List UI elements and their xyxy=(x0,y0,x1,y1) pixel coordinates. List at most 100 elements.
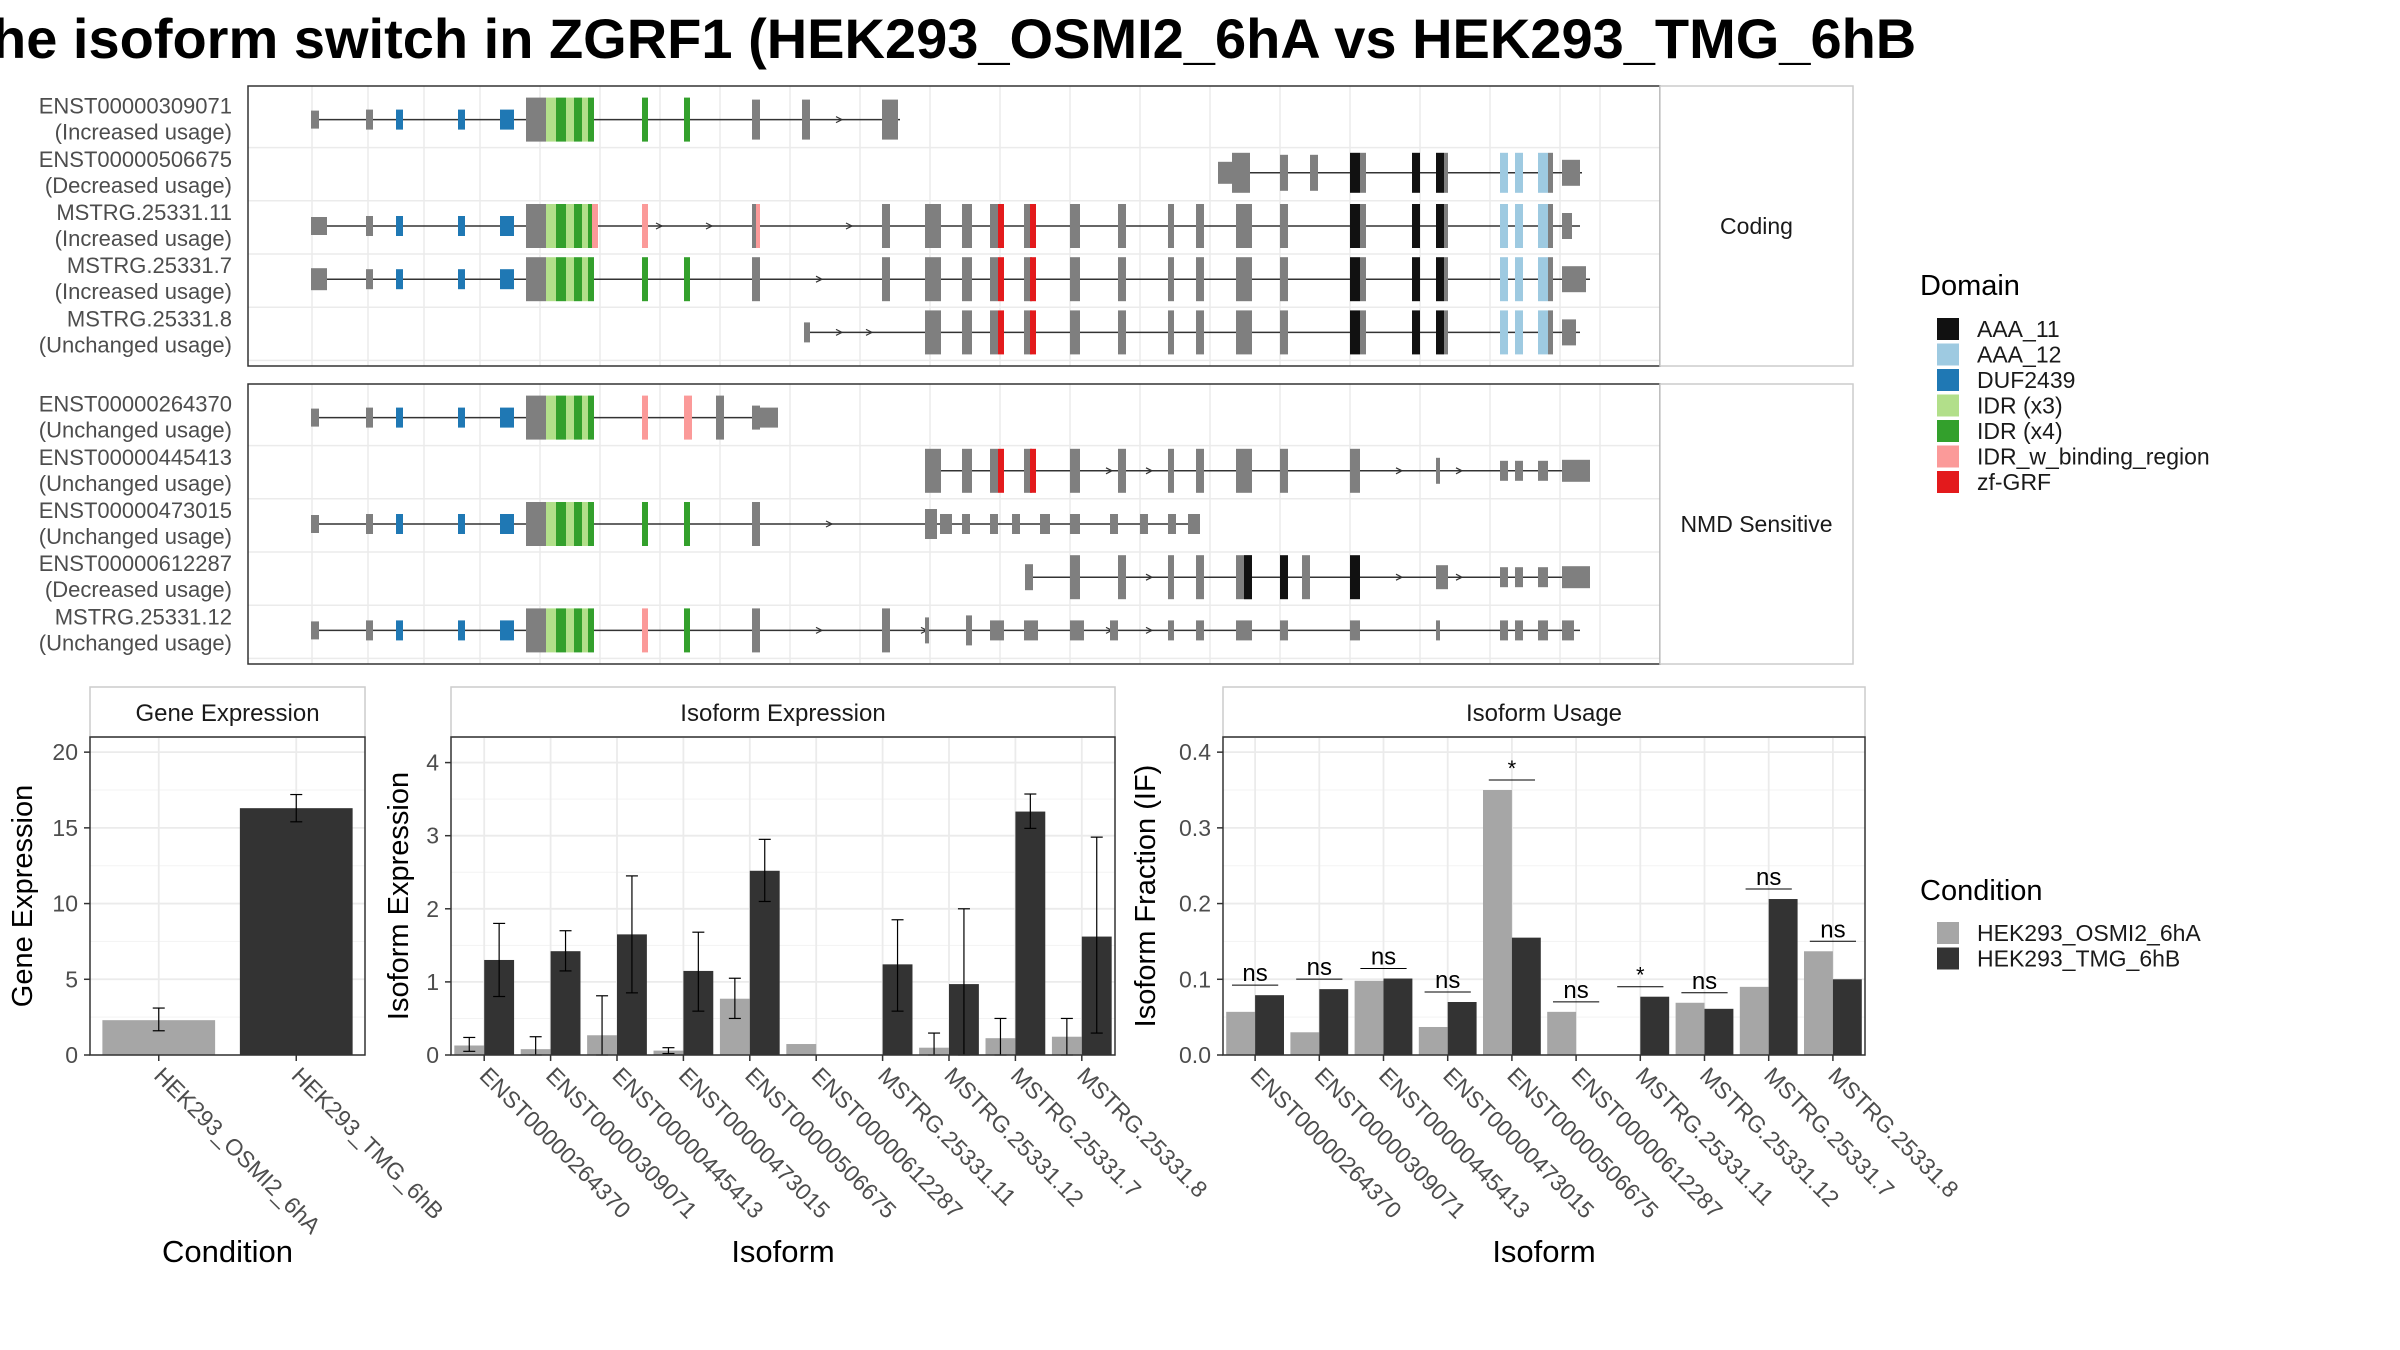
chart-title: Isoform Usage xyxy=(1466,700,1622,727)
exon-block xyxy=(1196,310,1204,355)
exon-block xyxy=(1538,620,1548,641)
legend-domain-label: AAA_12 xyxy=(1977,342,2061,368)
exon-block xyxy=(566,395,574,440)
exon-block xyxy=(1412,204,1420,248)
exon-block xyxy=(574,97,582,142)
exon-block xyxy=(1070,448,1080,493)
exon-block xyxy=(1548,257,1553,302)
exon-block xyxy=(1040,514,1050,534)
transcript-status-label: (Increased usage) xyxy=(55,279,232,304)
chart-title-strip xyxy=(1222,686,1866,738)
transcript-status-label: (Unchanged usage) xyxy=(39,524,232,549)
exon-block xyxy=(574,502,582,546)
legend-swatch xyxy=(1937,445,1959,468)
exon-block xyxy=(1562,159,1580,186)
exon-block xyxy=(882,204,890,248)
transcript-status-label: (Unchanged usage) xyxy=(39,418,232,443)
exon-block xyxy=(1030,310,1036,355)
exon-block xyxy=(500,216,508,236)
significance-label: ns xyxy=(1820,916,1845,943)
y-tick-label: 0 xyxy=(426,1042,439,1068)
transcript-status-label: (Unchanged usage) xyxy=(39,630,232,655)
y-axis-label: Isoform Expression xyxy=(383,772,415,1020)
strand-arrow xyxy=(705,222,714,230)
exon-block xyxy=(396,620,403,641)
exon-block xyxy=(311,217,327,235)
exon-block xyxy=(458,407,465,428)
nmd-strip-label: NMD Sensitive xyxy=(1680,511,1832,537)
exon-block xyxy=(556,204,566,248)
exon-block xyxy=(1280,448,1288,493)
exon-block xyxy=(458,216,465,236)
transcript-id-label: ENST00000612287 xyxy=(39,551,232,576)
exon-block xyxy=(1436,565,1448,590)
bar xyxy=(786,1044,817,1055)
legend-swatch xyxy=(1937,343,1959,366)
exon-block xyxy=(882,257,890,302)
exon-block xyxy=(752,257,760,302)
exon-block xyxy=(752,204,756,248)
legend-domain-label: DUF2439 xyxy=(1977,367,2075,393)
exon-block xyxy=(458,514,465,534)
exon-block xyxy=(500,620,508,641)
exon-block xyxy=(1280,204,1288,248)
exon-block xyxy=(1024,204,1032,248)
panel-border xyxy=(89,736,366,1056)
exon-block xyxy=(582,97,588,142)
exon-block xyxy=(1436,204,1444,248)
exon-block xyxy=(998,448,1004,493)
bar xyxy=(1483,790,1512,1055)
exon-block xyxy=(1500,620,1508,641)
significance-label: ns xyxy=(1435,967,1460,994)
exon-block xyxy=(366,269,373,290)
bar xyxy=(1319,989,1349,1055)
exon-block xyxy=(574,204,582,248)
exon-block xyxy=(1070,257,1080,302)
strand-arrow xyxy=(1455,573,1464,581)
transcript-id-label: ENST00000473015 xyxy=(39,498,232,523)
bar xyxy=(1768,899,1798,1055)
exon-block xyxy=(508,620,514,641)
legend-swatch xyxy=(1937,369,1959,391)
exon-block xyxy=(882,608,890,653)
exon-block xyxy=(1500,204,1508,248)
exon-block xyxy=(556,257,566,302)
exon-block xyxy=(642,395,648,440)
transcript-status-label: (Increased usage) xyxy=(55,120,232,145)
exon-block xyxy=(1500,257,1508,302)
exon-block xyxy=(526,97,546,142)
legend-swatch xyxy=(1937,394,1959,417)
exon-block xyxy=(500,269,508,290)
y-tick-label: 0.2 xyxy=(1179,891,1211,917)
exon-block xyxy=(1030,204,1036,248)
exon-block xyxy=(1562,620,1574,641)
strand-arrow xyxy=(1395,467,1404,475)
exon-block xyxy=(1196,620,1204,641)
significance-label: * xyxy=(1636,963,1645,988)
exon-block xyxy=(1236,204,1252,248)
exon-block xyxy=(1030,448,1036,493)
bar xyxy=(1804,951,1833,1055)
exon-block xyxy=(962,257,972,302)
exon-block xyxy=(962,514,970,534)
exon-block xyxy=(311,408,319,427)
exon-block xyxy=(752,502,760,546)
exon-block xyxy=(588,608,594,653)
exon-block xyxy=(998,257,1004,302)
exon-block xyxy=(1562,266,1586,293)
exon-block xyxy=(1140,514,1148,534)
exon-block xyxy=(508,269,514,290)
exon-block xyxy=(925,617,929,644)
exon-block xyxy=(925,448,941,493)
y-tick-label: 5 xyxy=(65,966,78,992)
legend-domain-label: zf-GRF xyxy=(1977,469,2051,495)
exon-block xyxy=(1118,257,1126,302)
exon-block xyxy=(1168,514,1176,534)
legend-domain-title: Domain xyxy=(1920,270,2020,302)
exon-block xyxy=(1548,152,1553,193)
exon-block xyxy=(940,514,952,534)
exon-block xyxy=(1236,620,1252,641)
bar xyxy=(1547,1011,1577,1055)
legend-domain-label: IDR (x4) xyxy=(1977,418,2063,444)
